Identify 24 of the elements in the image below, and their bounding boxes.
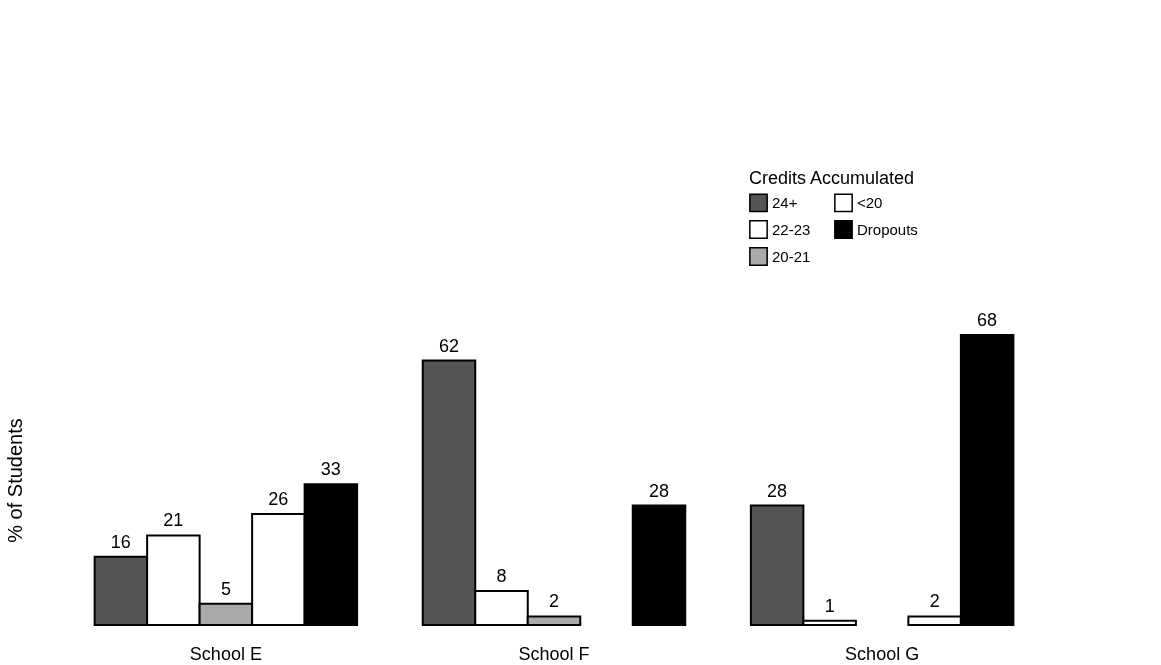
- data-label: 5: [220, 578, 231, 599]
- data-label: 28: [648, 480, 670, 501]
- data-label: 2: [548, 591, 560, 612]
- data-label: 28: [767, 480, 788, 501]
- data-label: 26: [268, 489, 289, 510]
- data-label: 33: [320, 459, 341, 480]
- data-label: 68: [977, 310, 998, 330]
- legend-label: Dropouts: [857, 220, 918, 238]
- legend-title: Credits Accumulated: [749, 168, 915, 188]
- x-tick-label: School G: [845, 643, 920, 664]
- data-label: 2: [929, 591, 940, 612]
- data-label: 21: [163, 510, 184, 531]
- legend-label: 24+: [772, 193, 798, 211]
- x-tick-label: School F: [518, 643, 590, 664]
- data-label: 1: [824, 595, 835, 616]
- legend-label: 22-23: [772, 220, 811, 238]
- data-label: 8: [496, 565, 507, 586]
- x-tick-label: School E: [189, 643, 262, 664]
- data-label: 62: [438, 335, 460, 356]
- data-label: 16: [110, 531, 131, 552]
- y-axis-title: % of Students: [3, 418, 26, 543]
- legend-label: 20-21: [772, 247, 811, 265]
- bar: [631, 504, 687, 626]
- legend-label: <20: [857, 193, 883, 211]
